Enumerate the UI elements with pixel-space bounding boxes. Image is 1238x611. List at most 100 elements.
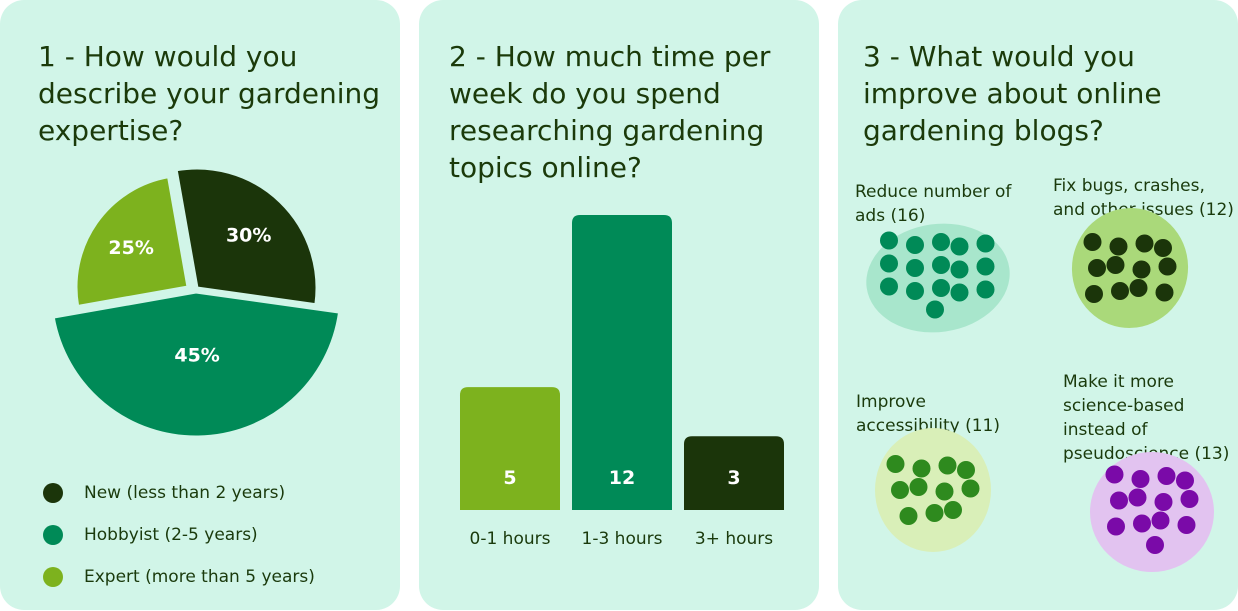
cluster-dot <box>1110 491 1128 510</box>
bar-category-label: 0-1 hours <box>470 529 551 549</box>
legend-label: New (less than 2 years) <box>84 483 286 503</box>
cluster-dot <box>1176 471 1194 490</box>
cluster-dot <box>1107 517 1125 536</box>
cluster-dot <box>906 259 924 277</box>
legend-swatch-expert <box>43 567 63 587</box>
cluster-dot <box>1155 283 1174 302</box>
dot-cluster-ads <box>866 223 1010 333</box>
cluster-dot <box>1131 470 1150 488</box>
cluster-dot <box>880 277 898 296</box>
cluster-dot <box>1083 233 1102 251</box>
cluster-dot <box>886 455 905 473</box>
legend-label: Expert (more than 5 years) <box>84 567 315 587</box>
bar-group: 3 3+ hours <box>684 436 784 549</box>
cluster-dot <box>1158 257 1177 276</box>
bar-value-label: 5 <box>503 467 516 489</box>
cluster-dot <box>1129 279 1148 297</box>
cluster-dot <box>1105 465 1124 484</box>
dot-cluster-science <box>1090 452 1214 572</box>
cluster-dot <box>926 300 944 319</box>
cluster-dot <box>880 231 898 250</box>
cluster-dot <box>912 459 931 478</box>
dot-clusters <box>866 208 1214 572</box>
bar-value-label: 12 <box>609 467 635 489</box>
cluster-dot <box>1088 259 1106 277</box>
card-expertise: 1 - How would you describe your gardenin… <box>0 0 400 610</box>
cluster-dot <box>950 237 969 256</box>
question-title: 3 - What would you improve about online … <box>863 40 1162 147</box>
cluster-dot <box>932 279 950 297</box>
dot-cluster-bugs <box>1071 208 1189 328</box>
cluster-dot <box>938 456 957 475</box>
cluster-dot <box>1109 237 1128 256</box>
cluster-dot <box>1128 488 1147 507</box>
cluster-dot <box>906 282 924 300</box>
cluster-dot <box>1151 511 1170 530</box>
cluster-label-accessibility: Improve accessibility (11) <box>856 392 1000 436</box>
pie-chart: 30% 45% 25% <box>51 166 342 439</box>
cluster-dot <box>961 479 980 498</box>
pie-slice-hobbyist <box>51 290 342 439</box>
cluster-dot <box>880 254 898 273</box>
cluster-dot <box>891 481 909 499</box>
cluster-dot <box>1135 234 1154 253</box>
cluster-dot <box>1146 536 1164 554</box>
legend-swatch-new <box>43 483 63 503</box>
cluster-dot <box>932 233 950 251</box>
pie-legend: New (less than 2 years) Hobbyist (2-5 ye… <box>43 472 315 598</box>
cluster-dot <box>932 256 950 274</box>
bar-category-label: 3+ hours <box>695 529 773 549</box>
legend-item: New (less than 2 years) <box>43 472 315 514</box>
question-title: 1 - How would you describe your gardenin… <box>38 40 381 147</box>
cluster-dot <box>1106 256 1125 274</box>
question-title: 2 - How much time per week do you spend … <box>449 40 771 184</box>
pie-label: 25% <box>108 237 153 259</box>
cluster-dot <box>925 504 944 522</box>
cluster-dot <box>909 478 928 496</box>
cluster-dot <box>906 236 924 254</box>
pie-label: 30% <box>226 224 271 246</box>
pie-slice-new-group: 30% <box>174 166 319 307</box>
legend-item: Expert (more than 5 years) <box>43 556 315 598</box>
bar-group: 5 0-1 hours <box>460 387 560 549</box>
cluster-dot <box>1180 490 1199 508</box>
bar-group: 12 1-3 hours <box>572 215 672 549</box>
cluster-dot <box>1132 260 1151 279</box>
cluster-dot <box>976 234 995 253</box>
cluster-dot <box>957 461 975 479</box>
cluster-dot <box>1085 285 1103 303</box>
pie-slice-expert <box>74 175 190 308</box>
cluster-dot <box>1154 493 1173 511</box>
cluster-dot <box>1111 282 1129 300</box>
pie-label: 45% <box>174 344 219 366</box>
cluster-dot <box>950 283 969 302</box>
cluster-dot <box>944 501 962 519</box>
bar-value-label: 3 <box>727 467 740 489</box>
bar <box>460 387 560 510</box>
cluster-blob <box>1071 208 1189 328</box>
cluster-dot <box>1133 514 1151 533</box>
cluster-dot <box>1154 239 1172 257</box>
legend-item: Hobbyist (2-5 years) <box>43 514 315 556</box>
cluster-label-ads: Reduce number of ads (16) <box>855 182 1012 226</box>
bar-category-label: 1-3 hours <box>582 529 663 549</box>
cluster-dot <box>1177 516 1196 534</box>
card-research-time: 2 - How much time per week do you spend … <box>419 0 819 610</box>
bar <box>684 436 784 510</box>
legend-swatch-hobbyist <box>43 525 63 545</box>
pie-slice-new <box>174 166 319 307</box>
card-improvements: 3 - What would you improve about online … <box>838 0 1238 610</box>
cluster-dot <box>899 507 918 525</box>
dot-cluster-accessibility <box>875 428 991 552</box>
cluster-dot <box>976 280 995 299</box>
bar <box>572 215 672 510</box>
pie-slice-hobbyist-group: 45% <box>51 290 342 439</box>
cluster-dot <box>935 482 954 501</box>
cluster-dot <box>1157 467 1176 485</box>
cluster-blob <box>866 223 1010 333</box>
pie-slice-expert-group: 25% <box>74 175 190 308</box>
cluster-dot <box>976 257 995 276</box>
cluster-dot <box>950 260 969 279</box>
legend-label: Hobbyist (2-5 years) <box>84 525 258 545</box>
bar-chart: 5 0-1 hours 12 1-3 hours 3 3+ hours <box>460 215 784 549</box>
